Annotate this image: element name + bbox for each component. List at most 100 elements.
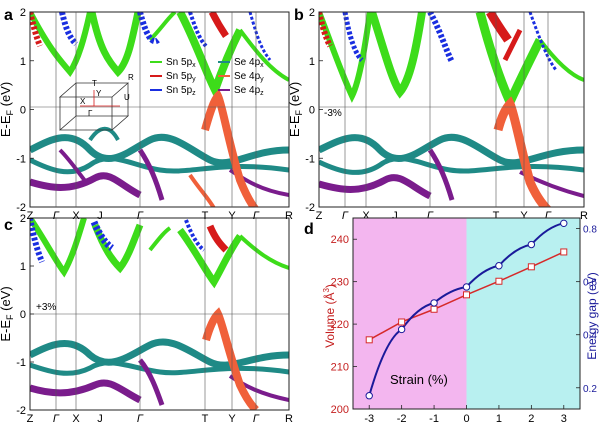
ytick-label-left: 200	[331, 404, 349, 416]
ytick-label-c: -2	[16, 405, 26, 417]
energy-gap-point	[430, 299, 438, 307]
xtick-label: 1	[496, 413, 502, 425]
kpoint-label-a: T	[202, 210, 209, 222]
legend-label-sn5pz: Sn 5pz	[166, 85, 196, 97]
panel-letter-d: d	[304, 221, 314, 238]
ylabel-a: E-EF (eV)	[0, 82, 15, 137]
panel-c: +3% c	[4, 217, 290, 411]
kpoint-label-b: T	[493, 210, 500, 222]
ytick-label-left: 230	[331, 277, 349, 289]
volume-point	[398, 318, 406, 326]
volume-point	[463, 291, 470, 299]
bz-label-y: Y	[96, 89, 102, 98]
ytick-label-b: 2	[309, 7, 315, 19]
kpoint-label-c: T	[202, 413, 209, 425]
ytick-label-a: 2	[20, 7, 26, 19]
kpoint-label-b: Z	[316, 210, 323, 222]
kpoint-label-a: R	[285, 210, 293, 222]
band-structure-b	[319, 12, 584, 207]
y-axis-label-left: Volume (Å3)	[322, 284, 337, 348]
ytick-label-c: -1	[16, 357, 26, 369]
y-axis-label-right: Energy gap (eV)	[585, 272, 599, 359]
xtick-label: 3	[561, 413, 567, 425]
strain-label-b: -3%	[324, 108, 342, 119]
ytick-label-a: -1	[16, 153, 26, 165]
ytick-label-b: -1	[305, 153, 315, 165]
energy-gap-point	[397, 325, 406, 334]
kpoint-label-b: Y	[520, 210, 528, 222]
ytick-label-b: -2	[305, 202, 315, 214]
ytick-label-c: 0	[20, 309, 26, 321]
band-axes: 210-1-2Z Γ X J Γ T Y Γ RE-EF (eV)210-1-2Z Γ X J Γ T Y Γ…	[0, 7, 588, 425]
kpoint-label-a: Γ	[53, 210, 60, 222]
ylabel-c: E-EF (eV)	[0, 286, 15, 341]
shaded-regions	[353, 218, 580, 409]
panel-a: T Y R X U Γ Sn 5px Sn 5py Sn 5pz Se 4px …	[4, 7, 290, 208]
band-structure-a	[30, 12, 289, 207]
ytick-label-a: 1	[20, 56, 26, 68]
kpoint-label-c: Y	[228, 413, 236, 425]
kpoint-label-c: Γ	[253, 413, 260, 425]
kpoint-label-b: J	[392, 210, 398, 222]
kpoint-label-b: X	[362, 210, 370, 222]
ytick-label-c: 1	[20, 261, 26, 273]
bz-label-u: U	[124, 93, 130, 102]
shaded-region	[353, 218, 467, 409]
bz-label-gamma: Γ	[88, 109, 93, 118]
kpoint-label-c: R	[285, 413, 293, 425]
ytick-label-right: 0.8	[583, 225, 597, 236]
axis-ticks-d: -3 -2 -1 0 1 2 3 200 210 220 230 240 0.2 0.4 0.6 0.8	[331, 225, 598, 425]
ytick-label-right: 0.4	[583, 331, 597, 342]
series-markers	[365, 219, 568, 400]
strain-label-c: +3%	[36, 302, 56, 313]
volume-point	[495, 277, 503, 285]
panel-letter-b: b	[294, 7, 304, 24]
volume-point	[365, 336, 373, 344]
kpoint-label-a: Z	[27, 210, 34, 222]
brillouin-zone-inset	[58, 82, 130, 131]
energy-gap-point	[527, 240, 536, 249]
panel-b: -3% b	[294, 7, 585, 208]
volume-point	[560, 248, 568, 256]
energy-gap-point	[560, 219, 568, 228]
bz-label-t: T	[92, 79, 97, 88]
xtick-label: 0	[463, 413, 469, 425]
legend-label-sn5py: Sn 5py	[166, 71, 196, 83]
ytick-label-left: 210	[331, 362, 349, 374]
kpoint-label-c: J	[97, 413, 103, 425]
kpoint-label-a: J	[97, 210, 103, 222]
volume-point	[430, 305, 438, 313]
kpoint-label-a: X	[72, 210, 80, 222]
kpoint-label-c: Γ	[53, 413, 60, 425]
kpoint-label-b: Γ	[545, 210, 552, 222]
ytick-label-a: -2	[16, 202, 26, 214]
bz-labels: T Y R X U Γ	[80, 73, 134, 118]
volume-point	[527, 263, 535, 271]
energy-gap-point	[495, 262, 503, 270]
kpoint-label-a: Y	[228, 210, 236, 222]
ytick-label-right: 0.6	[583, 278, 597, 289]
kpoint-label-b: Γ	[342, 210, 349, 222]
panel-d: -3 -2 -1 0 1 2 3 200 210 220 230 240 0.2 0.4 0.6 0.8 St…	[304, 217, 599, 425]
energy-gap-point	[462, 283, 471, 291]
ytick-label-a: 0	[20, 105, 26, 117]
ylabel-b: E-EF (eV)	[287, 82, 304, 137]
kpoint-label-a: Γ	[253, 210, 260, 222]
panel-letter-c: c	[4, 217, 13, 234]
ytick-label-b: 0	[309, 105, 315, 117]
legend-label-se4pz: Se 4pz	[234, 85, 264, 97]
ytick-label-left: 220	[331, 319, 349, 331]
band-structure-c	[30, 218, 289, 410]
kpoint-label-c: X	[72, 413, 80, 425]
legend-label-sn5px: Sn 5px	[166, 57, 196, 69]
kpoint-label-a: Γ	[137, 210, 144, 222]
xtick-label: -3	[364, 413, 374, 425]
kpoint-label-c: Z	[27, 413, 34, 425]
bz-label-x: X	[80, 97, 86, 106]
legend-label-se4px: Se 4px	[234, 57, 264, 69]
panel-letter-a: a	[4, 7, 13, 24]
kpoint-label-b: R	[580, 210, 588, 222]
ytick-label-right: 0.2	[583, 384, 597, 395]
xtick-label: -2	[397, 413, 407, 425]
